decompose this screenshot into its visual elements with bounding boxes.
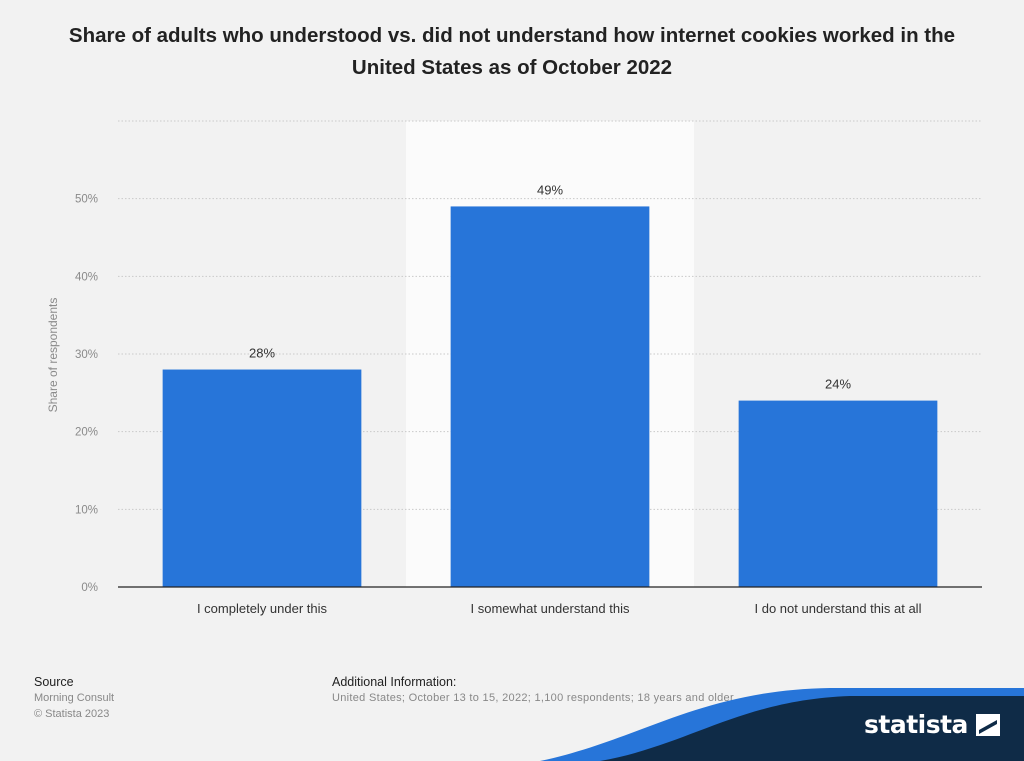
wave-fill	[600, 696, 1024, 761]
source-label: Source	[34, 675, 74, 689]
data-label: 24%	[825, 377, 851, 392]
y-tick-label: 0%	[81, 582, 98, 594]
x-tick-label: I somewhat understand this	[471, 601, 630, 616]
y-tick-label: 30%	[75, 349, 98, 361]
copyright-text: © Statista 2023	[34, 708, 110, 720]
x-tick-label: I do not understand this at all	[755, 601, 922, 616]
data-label: 49%	[537, 182, 563, 197]
additional-info-text: United States; October 13 to 15, 2022; 1…	[332, 692, 734, 704]
bar	[450, 206, 650, 587]
source-name: Morning Consult	[34, 692, 115, 704]
logo-text: statista	[864, 710, 968, 739]
x-tick-label: I completely under this	[197, 601, 328, 616]
y-tick-label: 50%	[75, 194, 98, 206]
statista-logo[interactable]: statista	[864, 710, 1000, 739]
statista-logo-icon	[975, 713, 1000, 736]
bar	[162, 369, 362, 587]
additional-info-label: Additional Information:	[332, 675, 457, 689]
data-label: 28%	[249, 346, 275, 361]
bar-chart: 0% 10% 20% 30% 40% 50% 28% I completely under t…	[75, 120, 982, 616]
bar	[738, 400, 938, 587]
y-tick-label: 40%	[75, 271, 98, 283]
y-tick-label: 10%	[75, 504, 98, 516]
chart-title: Share of adults who understood vs. did n…	[68, 24, 956, 79]
y-tick-label: 20%	[75, 427, 98, 439]
